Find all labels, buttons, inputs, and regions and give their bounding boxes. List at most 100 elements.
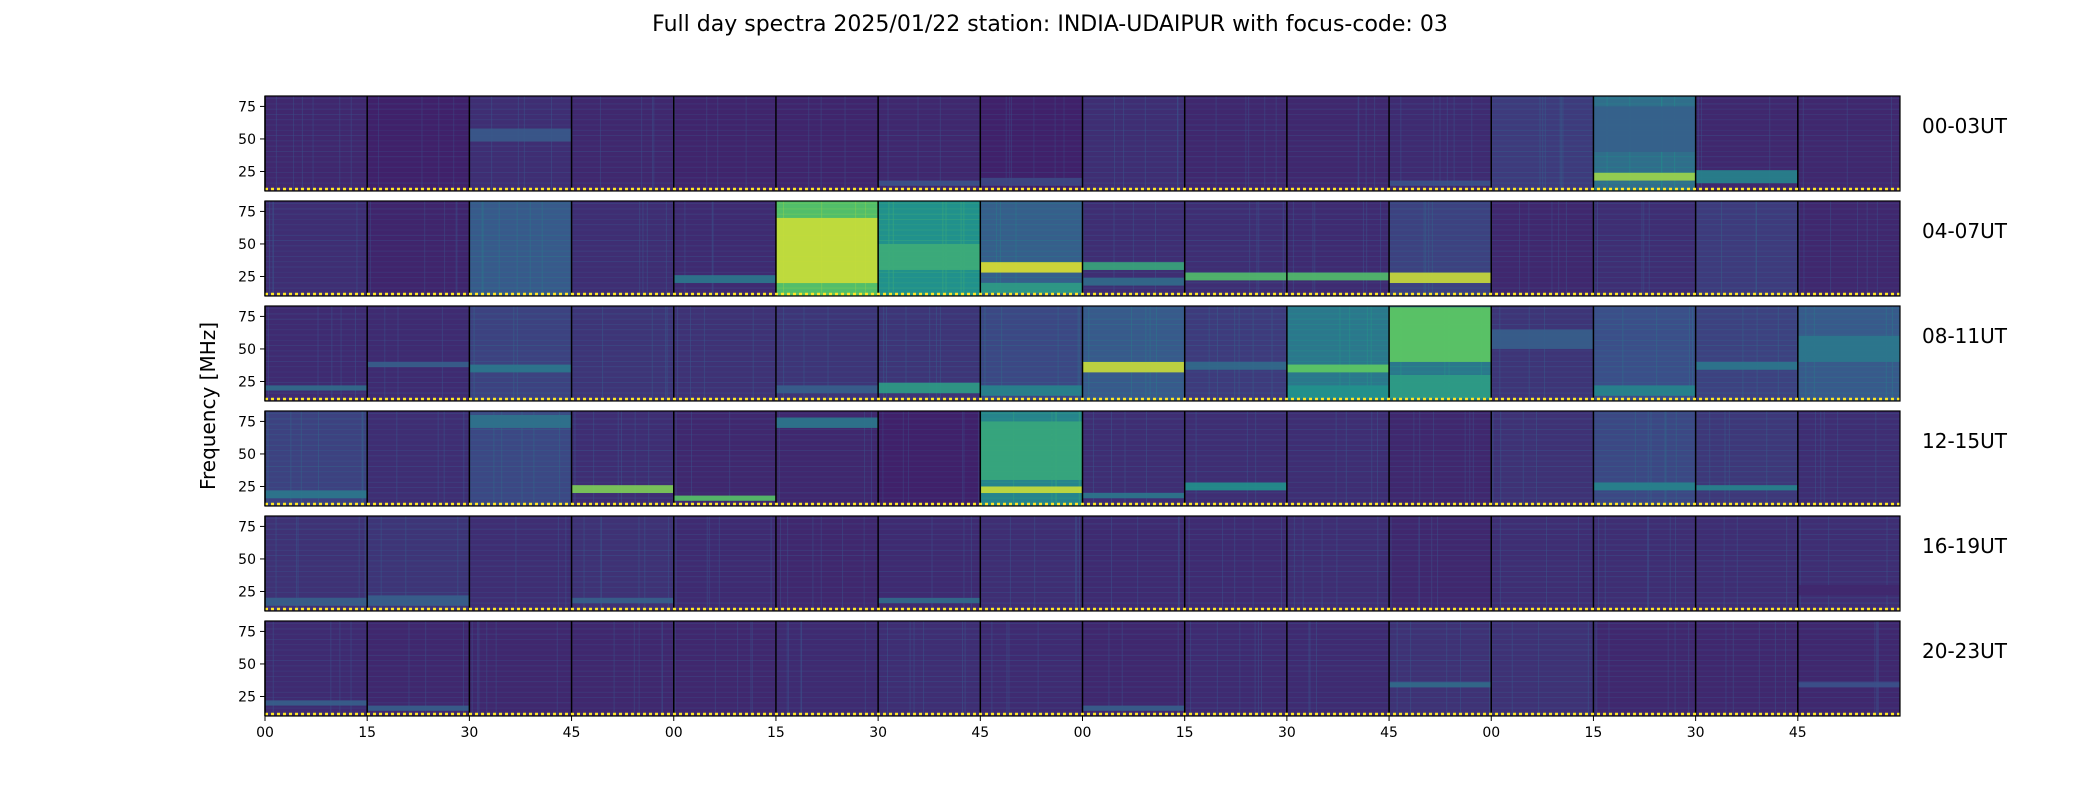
spectrum-band	[673, 495, 776, 501]
spectrum-panel	[1183, 621, 1287, 716]
spectrum-panel	[570, 306, 674, 401]
chart-title: Full day spectra 2025/01/22 station: IND…	[652, 12, 1448, 37]
spectrum-background	[775, 621, 879, 716]
spectrum-panel	[1592, 96, 1696, 191]
spectrum-band	[1797, 335, 1900, 362]
x-tick-label: 15	[767, 725, 785, 741]
spectrum-background	[673, 96, 776, 191]
spectrum-panel	[1797, 306, 1900, 401]
spectrum-band	[878, 243, 981, 270]
spectrum-background	[878, 96, 981, 191]
spectrum-background	[1797, 201, 1900, 296]
spectrum-band	[980, 177, 1083, 186]
spectrum-panel	[877, 306, 981, 401]
spectrum-panel	[775, 201, 879, 296]
spectrum-background	[367, 621, 470, 716]
spectrum-band	[265, 490, 368, 499]
spectrum-background	[980, 306, 1083, 401]
spectrum-band	[1593, 172, 1696, 181]
spectrum-panel	[1388, 201, 1492, 296]
x-tick-label: 30	[460, 725, 478, 741]
spectrum-panel	[366, 201, 470, 296]
spectrum-panel	[1183, 96, 1287, 191]
y-tick-label: 50	[238, 342, 256, 358]
row-axes-frame	[264, 200, 1901, 297]
spectrum-panel	[1183, 516, 1287, 611]
spectrum-background	[775, 306, 879, 401]
spectrum-band	[571, 597, 674, 604]
spectrum-panel	[1286, 201, 1390, 296]
spectrum-band	[775, 385, 879, 394]
spectrum-panel	[1183, 201, 1287, 296]
spectrum-background	[469, 201, 572, 296]
y-tick-label: 25	[238, 269, 256, 285]
spectrum-band	[1593, 106, 1696, 152]
spectrum-background	[1593, 516, 1696, 611]
spectrum-band	[980, 385, 1083, 396]
spectrum-background	[1286, 96, 1390, 191]
spectrum-background	[775, 96, 879, 191]
spectrum-background	[1184, 96, 1287, 191]
spectrum-panel	[366, 96, 470, 191]
spectrum-panel	[468, 516, 572, 611]
spectrum-background	[469, 306, 572, 401]
spectrum-panel	[1592, 516, 1696, 611]
spectrum-background	[367, 201, 470, 296]
spectrum-background	[1184, 516, 1287, 611]
spectrum-band	[878, 597, 981, 604]
spectrum-panel	[264, 516, 368, 611]
spectra-row-20-23UT: 75 50 25 20-23UT	[238, 620, 2008, 717]
spectrum-band	[1389, 180, 1492, 186]
spectrum-band	[1286, 385, 1390, 399]
spectrum-panel	[1081, 621, 1185, 716]
spectrum-panel	[264, 411, 368, 506]
spectrum-panel	[1183, 411, 1287, 506]
row-time-label: 12-15UT	[1922, 429, 2008, 453]
spectrum-background	[1797, 621, 1900, 716]
spectrum-band	[1082, 705, 1185, 711]
spectrum-panel	[366, 306, 470, 401]
y-tick-label: 75	[238, 204, 256, 220]
spectrum-panel	[1286, 516, 1390, 611]
spectrum-band	[1184, 361, 1287, 370]
spectrum-background	[1286, 201, 1390, 296]
spectrum-panel	[1490, 201, 1594, 296]
y-tick-label: 25	[238, 689, 256, 705]
spectrum-band	[367, 595, 470, 606]
spectrum-band	[878, 382, 981, 394]
spectrum-background	[265, 306, 368, 401]
spectrum-panel	[1081, 306, 1185, 401]
spectrum-background	[367, 516, 470, 611]
spectrum-background	[1593, 411, 1696, 506]
spectrum-band	[878, 180, 981, 186]
spectrum-panel	[264, 306, 368, 401]
spectrum-background	[1797, 516, 1900, 611]
spectrum-band	[1082, 492, 1185, 499]
spectrum-band	[265, 597, 368, 606]
spectrum-background	[1491, 201, 1594, 296]
spectrum-band	[1389, 374, 1492, 399]
spectrum-panel	[1081, 201, 1185, 296]
spectrum-panel	[1592, 621, 1696, 716]
spectrum-background	[980, 621, 1083, 716]
spectrum-band	[1389, 272, 1492, 283]
spectrum-panel	[1286, 96, 1390, 191]
spectrum-background	[1082, 96, 1185, 191]
spectrum-background	[571, 201, 674, 296]
spectrum-panel	[1286, 621, 1390, 716]
row-axes-frame	[264, 515, 1901, 612]
spectrum-panel	[1388, 96, 1492, 191]
spectrum-band	[1286, 364, 1390, 373]
spectrum-panel	[1797, 411, 1900, 506]
spectrum-panel	[877, 201, 981, 296]
spectrum-background	[1593, 201, 1696, 296]
spectrum-panel	[979, 96, 1083, 191]
spectrum-background	[1082, 621, 1185, 716]
spectrum-panel	[775, 516, 879, 611]
row-time-label: 20-23UT	[1922, 639, 2008, 663]
x-tick-label: 45	[563, 725, 581, 741]
spectrum-panel	[1183, 306, 1287, 401]
spectrum-panel	[877, 516, 981, 611]
spectrum-background	[1286, 411, 1390, 506]
spectrum-band	[571, 485, 674, 493]
